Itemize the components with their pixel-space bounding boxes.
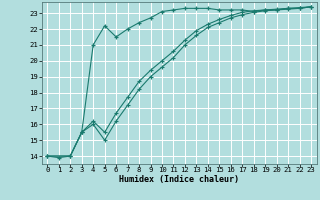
X-axis label: Humidex (Indice chaleur): Humidex (Indice chaleur): [119, 175, 239, 184]
